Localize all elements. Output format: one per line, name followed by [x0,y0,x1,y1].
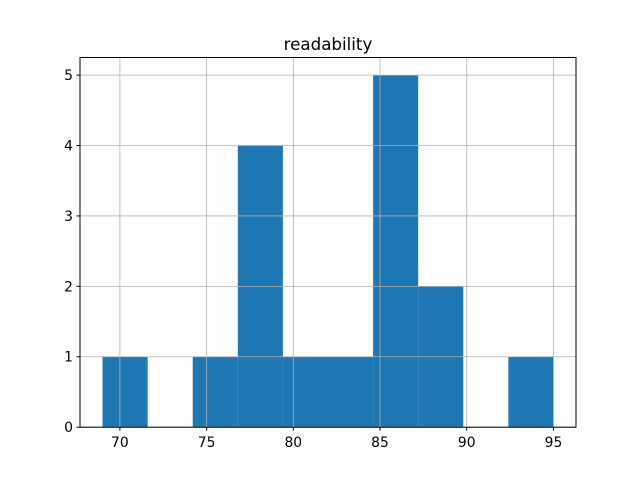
axes-layer: 70 75 80 85 90 95 0 1 2 3 4 5 [64,57,577,451]
histogram-bar [373,75,419,428]
y-tick-label: 2 [64,279,73,295]
y-tick-label: 5 [64,68,73,84]
histogram-bar [282,356,328,428]
y-tick-label: 3 [64,209,73,225]
x-tick-label: 90 [458,435,476,451]
histogram-bar [328,356,374,428]
chart-title: readability [284,34,373,54]
x-tick-label: 75 [198,435,216,451]
y-tick-label: 0 [64,420,73,436]
histogram-bar [102,356,148,428]
x-tick-label: 85 [371,435,389,451]
plot-border [79,57,577,428]
x-tick-label: 95 [545,435,563,451]
y-tick-label: 1 [64,350,73,366]
x-tick-label: 70 [111,435,129,451]
x-tick-label: 80 [284,435,302,451]
histogram-bar [192,356,238,428]
bars-layer [102,75,554,428]
histogram-bar [508,356,554,428]
y-tick-label: 4 [64,138,73,154]
grid-layer [80,57,576,428]
